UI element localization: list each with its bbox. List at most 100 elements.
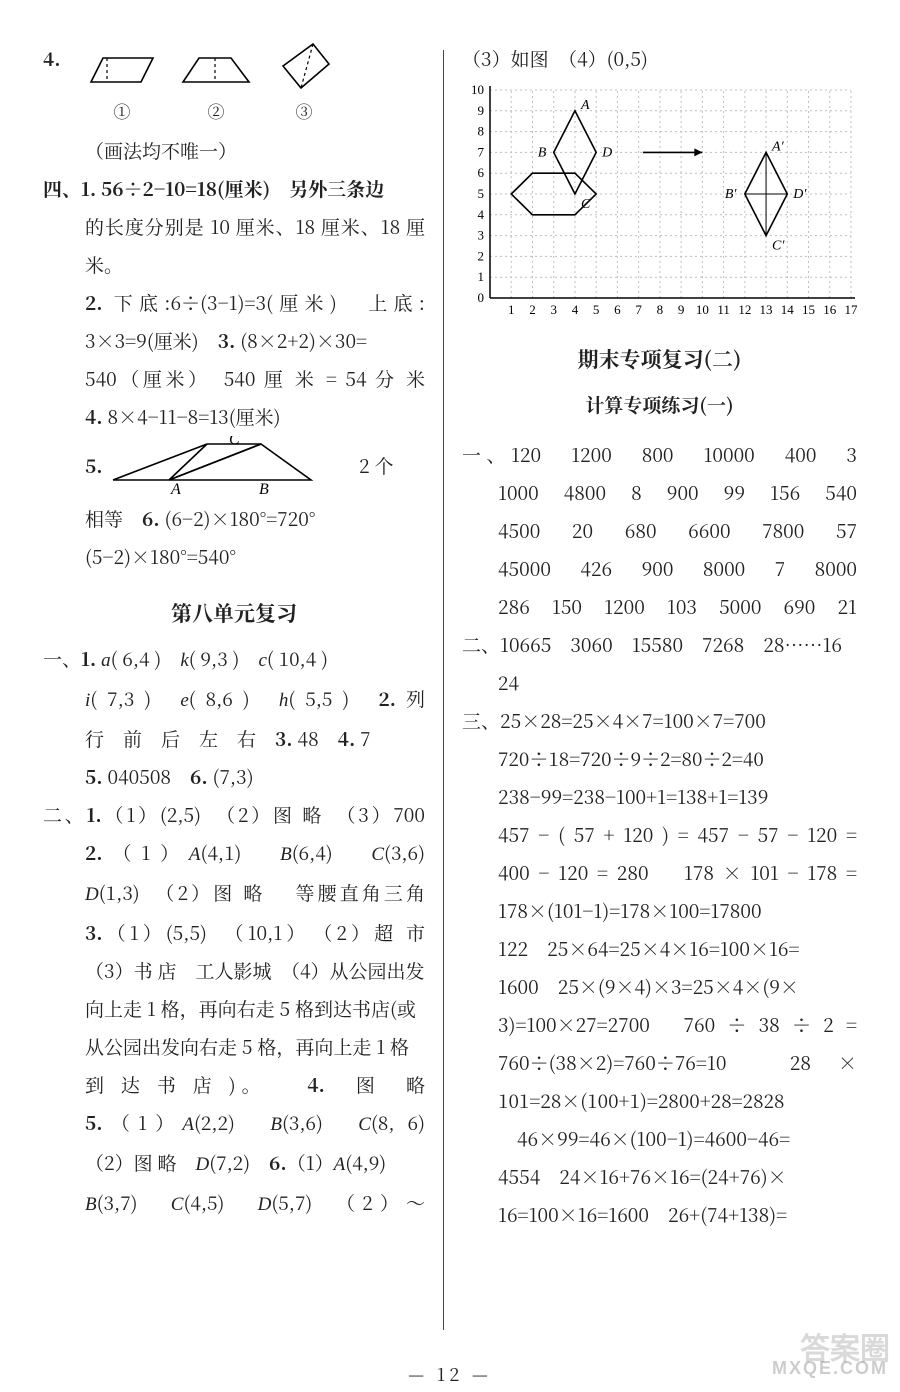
- s3-l5: 178×(101−1)=178×100=17800: [462, 892, 857, 930]
- s3-l8: 3)=100×27=2700 760 ÷ 38 ÷ 2 =: [462, 1006, 857, 1044]
- svg-text:1: 1: [478, 269, 485, 284]
- svg-text:1: 1: [508, 302, 515, 317]
- svg-text:B: B: [259, 481, 269, 496]
- sec4-q2: 2. 下底:6÷(3−1)=3(厘米) 上底:: [43, 284, 425, 322]
- s1-l3: 45000 426 900 8000 7 8000: [462, 550, 857, 588]
- q5-count: 2 个: [359, 447, 393, 485]
- sec4-l1: 四、1. 56÷2−10=18(厘米) 另外三条边: [43, 170, 425, 208]
- svg-text:3: 3: [550, 302, 557, 317]
- svg-text:2: 2: [478, 248, 485, 263]
- svg-text:10: 10: [471, 82, 484, 97]
- s1-l4: 286 150 1200 103 5000 690 21: [462, 588, 857, 626]
- bowtie-icon: A B C: [111, 436, 321, 496]
- s3-l4: 400 − 120 = 280 178 × 101 − 178 =: [462, 854, 857, 892]
- svg-text:D′: D′: [792, 187, 807, 202]
- s3-l13: 16=100×16=1600 26+(74+138)=: [462, 1196, 857, 1234]
- svg-text:7: 7: [478, 144, 485, 159]
- u8-s2-l1: 二、1.（1）(2,5) （2）图 略 （3）700: [43, 796, 425, 834]
- coord-svg: 1234567891011121314151617012345678910ABC…: [462, 82, 857, 322]
- s1-l1: 1000 4800 8 900 99 156 540: [462, 474, 857, 512]
- svg-text:5: 5: [478, 186, 485, 201]
- u8-s2-l10: （2）图 略 D(7,2) 6.（1）A(4,9): [43, 1144, 425, 1184]
- svg-text:2: 2: [529, 302, 536, 317]
- svg-text:C′: C′: [772, 239, 785, 254]
- s3-l7: 1600 25×(9×4)×3=25×4×(9×: [462, 968, 857, 1006]
- svg-text:14: 14: [781, 302, 795, 317]
- q4-fig2: ②: [177, 52, 255, 128]
- svg-text:5: 5: [593, 302, 600, 317]
- svg-text:4: 4: [478, 207, 485, 222]
- svg-text:17: 17: [845, 302, 858, 317]
- watermark-url: MXQE.COM: [772, 1350, 888, 1386]
- svg-text:3: 3: [478, 228, 485, 243]
- svg-text:6: 6: [478, 165, 485, 180]
- s2-l0: 二、10665 3060 15580 7268 28……16: [462, 626, 857, 664]
- u8-s2-l4: 3.（1）(5,5) （10,1） （2）超 市: [43, 914, 425, 952]
- coord-graph: 1234567891011121314151617012345678910ABC…: [462, 82, 857, 322]
- svg-text:9: 9: [478, 103, 485, 118]
- sec4-q2b: 3×3=9(厘米) 3. (8×2+2)×30=: [43, 322, 425, 360]
- s3-l1: 720÷18=720÷9÷2=80÷2=40: [462, 740, 857, 778]
- parallelogram-icon: [85, 52, 159, 94]
- u8-s2-l5: （3）书 店 工人影城 （4）从公园出发: [43, 952, 425, 990]
- u8-s2-l3: D(1,3) （2）图 略 等腰直角三角: [43, 874, 425, 914]
- u8-s2-l7: 从公园出发向右走 5 格，再向上走 1 格: [43, 1028, 425, 1066]
- u8-s1-l3: 行 前 后 左 右 3. 48 4. 7: [43, 720, 425, 758]
- svg-text:C: C: [581, 197, 591, 212]
- svg-text:16: 16: [823, 302, 837, 317]
- s1-l2: 4500 20 680 6600 7800 57: [462, 512, 857, 550]
- svg-text:A: A: [580, 98, 590, 113]
- svg-text:B: B: [538, 145, 547, 160]
- q5-label: 5.: [85, 447, 111, 485]
- s3-l10: 101=28×(100+1)=2800+28=2828: [462, 1082, 857, 1120]
- fig2-label: ②: [208, 94, 225, 128]
- r-top-l1: （3）如图 （4）(0,5): [462, 40, 857, 78]
- u8-s2-l6: 向上走 1 格，再向右走 5 格到达书店(或: [43, 990, 425, 1028]
- s3-l3: 457 − ( 57 + 120 ) = 457 − 57 − 120 =: [462, 816, 857, 854]
- svg-text:A′: A′: [771, 139, 785, 154]
- fig3-label: ③: [296, 94, 313, 128]
- q4-fig3: ③: [273, 40, 335, 128]
- page-number: — 12 —: [0, 1356, 900, 1392]
- sec4-q5-row: 5. A B C 2 个: [43, 436, 425, 496]
- trapezoid-icon: [177, 52, 255, 94]
- u8-s2-l2: 2.（1）A(4,1) B(6,4) C(3,6): [43, 834, 425, 874]
- kite-icon: [273, 40, 335, 94]
- sec4-q1: 1. 56÷2−10=18(厘米) 另外三条边: [81, 175, 384, 202]
- s3-l0: 三、25×28=25×4×7=100×7=700: [462, 702, 857, 740]
- sec4-label: 四、: [43, 175, 81, 202]
- s2-l1: 24: [462, 664, 857, 702]
- svg-text:0: 0: [478, 290, 485, 305]
- u8-s1-l1: 一、1. a( 6,4 ) k( 9,3 ) c( 10,4 ): [43, 640, 425, 680]
- sec4-q2c: 540（厘米） 540 厘 米 = 54 分 米: [43, 360, 425, 398]
- s3-l9: 760÷(38×2)=760÷76=10 28 ×: [462, 1044, 857, 1082]
- svg-text:A: A: [170, 481, 181, 496]
- q4-figs: ① ② ③: [85, 40, 335, 128]
- sec4-q1b: 的长度分别是 10 厘米、18 厘米、18 厘米。: [43, 208, 425, 284]
- s3-l2: 238−99=238−100+1=138+1=139: [462, 778, 857, 816]
- u8-s2-l9: 5.（1）A(2,2) B(3,6) C(8, 6): [43, 1104, 425, 1144]
- u8-s1-l2: i( 7,3 ) e( 8,6 ) h( 5,5 ) 2. 列: [43, 680, 425, 720]
- s3-l11: 46×99=46×(100−1)=4600−46=: [462, 1120, 857, 1158]
- u8-s2-l8: 到 达 书 店 )。 4. 图 略: [43, 1066, 425, 1104]
- u8-s1-l4: 5. 040508 6. (7,3): [43, 758, 425, 796]
- svg-text:12: 12: [738, 302, 751, 317]
- final-title: 期末专项复习(二): [462, 338, 857, 380]
- svg-text:15: 15: [802, 302, 815, 317]
- svg-text:13: 13: [760, 302, 773, 317]
- svg-text:8: 8: [478, 124, 485, 139]
- u8-s2-l11: B(3,7) C(4,5) D(5,7) （2）～: [43, 1184, 425, 1224]
- svg-text:8: 8: [657, 302, 664, 317]
- fig1-label: ①: [114, 94, 131, 128]
- svg-text:7: 7: [635, 302, 642, 317]
- svg-text:11: 11: [717, 302, 730, 317]
- s3-l12: 4554 24×16+76×16=(24+76)×: [462, 1158, 857, 1196]
- svg-text:6: 6: [614, 302, 621, 317]
- s3-l6: 122 25×64=25×4×16=100×16=: [462, 930, 857, 968]
- svg-text:9: 9: [678, 302, 685, 317]
- sec4-q6a: 相等 6. (6−2)×180°=720°: [43, 500, 425, 538]
- q4-fig1: ①: [85, 52, 159, 128]
- final-subtitle: 计算专项练习(一): [462, 386, 857, 424]
- svg-text:D: D: [601, 145, 612, 160]
- q4-row: 4. ① ②: [43, 40, 425, 128]
